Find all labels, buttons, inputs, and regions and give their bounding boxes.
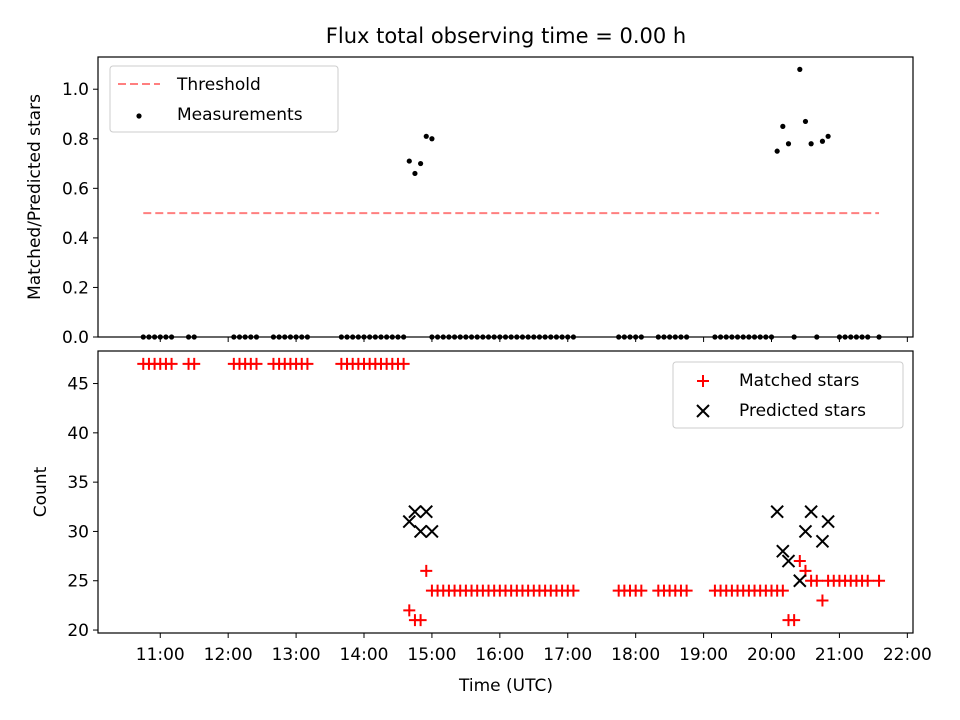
matched-star-point [680, 584, 693, 597]
top-x-ticks [159, 337, 908, 342]
predicted-star-point [793, 574, 807, 588]
measurement-point [808, 141, 814, 147]
matched-star-point [301, 357, 314, 370]
predicted-star-point [425, 524, 439, 539]
bottom-y-tick-label: 35 [67, 473, 89, 493]
measurement-point [406, 158, 412, 164]
matched-star-point [793, 555, 806, 568]
measurement-point [412, 170, 418, 177]
top-y-tick-label: 0.0 [62, 328, 89, 348]
bottom-x-tick-label: 17:00 [543, 645, 592, 665]
measurement-point [797, 66, 803, 72]
predicted-stars-legend-label: Predicted stars [739, 401, 866, 421]
predicted-stars-layer [402, 505, 835, 588]
predicted-star-point [402, 514, 416, 529]
top-panel: 0.0 0.2 0.4 0.6 0.8 1.0 Matched/Predicted sta… [25, 56, 914, 348]
top-legend-box [109, 65, 339, 133]
bottom-x-tick-label: 21:00 [815, 645, 864, 665]
matched-star-point [635, 584, 648, 597]
bottom-x-tick-label: 12:00 [204, 645, 253, 665]
bottom-y-tick-label: 25 [67, 572, 89, 592]
bottom-x-tick-label: 20:00 [747, 645, 796, 665]
measurement-point [429, 136, 435, 142]
bottom-y-tick-label: 40 [67, 424, 89, 444]
top-y-axis: 0.0 0.2 0.4 0.6 0.8 1.0 [62, 80, 98, 348]
bottom-panel: 20 25 30 35 40 45 11:00 12:00 13:00 14:00 15:00 16… [31, 350, 932, 696]
top-legend: Threshold Measurements [109, 65, 339, 133]
top-y-tick-label: 0.2 [62, 278, 89, 298]
chart-title: Flux total observing time = 0.00 h [326, 24, 686, 48]
matched-stars-legend-label: Matched stars [739, 371, 859, 391]
bottom-y-tick-label: 20 [67, 621, 89, 641]
threshold-legend-label: Threshold [176, 75, 261, 95]
matched-star-point [788, 614, 801, 627]
top-y-tick-label: 0.4 [62, 229, 89, 249]
measurement-point [785, 141, 792, 147]
matched-star-point [816, 594, 829, 607]
matched-star-point [873, 574, 886, 587]
predicted-star-point [776, 544, 790, 558]
measurement-point [825, 133, 831, 139]
matched-star-point [165, 357, 178, 370]
bottom-x-tick-label: 15:00 [407, 645, 456, 665]
predicted-star-point [821, 514, 835, 529]
bottom-x-tick-label: 19:00 [679, 645, 728, 665]
predicted-star-point [804, 505, 818, 519]
matched-star-point [776, 584, 789, 597]
bottom-x-tick-label: 11:00 [136, 645, 185, 665]
bottom-x-axis: 11:00 12:00 13:00 14:00 15:00 16:00 17:00 18:00… [136, 633, 932, 665]
predicted-star-point [798, 524, 813, 539]
predicted-star-point [413, 524, 428, 539]
matched-star-point [250, 357, 263, 370]
matched-star-point [414, 614, 427, 627]
top-plot-frame [97, 56, 914, 338]
predicted-star-point [781, 554, 796, 568]
predicted-star-point [408, 505, 422, 519]
matched-star-point [420, 564, 433, 577]
matched-star-point [810, 574, 823, 587]
measurements-legend-label: Measurements [177, 105, 303, 125]
bottom-y-tick-label: 30 [67, 522, 89, 542]
matched-star-point [403, 604, 416, 617]
predicted-star-point [770, 505, 784, 519]
bottom-x-tick-label: 22:00 [883, 645, 932, 665]
bottom-plot-frame [97, 350, 914, 634]
matched-stars-layer [137, 357, 886, 627]
measurement-point [418, 160, 424, 167]
bottom-x-tick-label: 16:00 [475, 645, 524, 665]
measurement-point [802, 118, 809, 125]
matched-star-point [188, 357, 201, 370]
measurement-point [780, 123, 786, 129]
bottom-x-tick-label: 14:00 [340, 645, 389, 665]
predicted-star-point [815, 534, 830, 549]
x-axis-label: Time (UTC) [458, 676, 553, 696]
measurement-point [423, 133, 429, 139]
top-y-axis-label: Matched/Predicted stars [25, 94, 45, 300]
measurement-point [774, 148, 780, 154]
top-y-tick-label: 0.6 [62, 179, 89, 199]
predicted-stars-legend-swatch [696, 404, 710, 418]
bottom-legend-box [672, 361, 904, 429]
predicted-star-point [419, 505, 433, 519]
matched-star-point [861, 574, 874, 587]
matched-star-point [397, 357, 410, 370]
matched-star-point [567, 584, 580, 597]
bottom-x-tick-label: 18:00 [611, 645, 660, 665]
measurements-legend-swatch [136, 113, 142, 119]
measurement-point [819, 138, 826, 144]
top-y-tick-label: 1.0 [62, 80, 89, 100]
bottom-legend: Matched stars Predicted stars [672, 361, 904, 429]
bottom-y-axis-label: Count [31, 466, 51, 517]
bottom-y-axis: 20 25 30 35 40 45 [67, 375, 98, 641]
bottom-y-tick-label: 45 [67, 375, 89, 395]
top-y-tick-label: 0.8 [62, 130, 89, 150]
matched-stars-legend-swatch [697, 375, 709, 387]
bottom-x-tick-label: 13:00 [272, 645, 321, 665]
